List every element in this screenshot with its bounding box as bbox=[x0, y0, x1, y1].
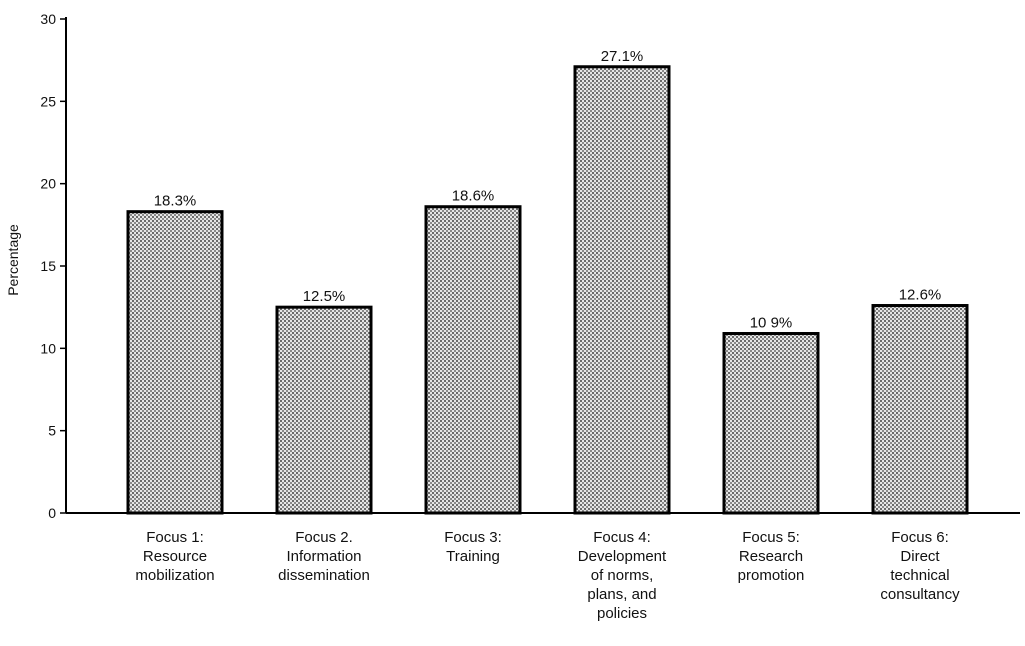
x-category-label: Focus 5: Research promotion bbox=[738, 529, 805, 584]
y-tick-label: 10 bbox=[40, 340, 56, 356]
x-category-label-line: dissemination bbox=[278, 567, 370, 584]
bar-series bbox=[126, 65, 969, 515]
x-category-label-line: Focus 5: bbox=[742, 529, 800, 546]
y-tick-label: 15 bbox=[40, 258, 56, 274]
y-tick-label: 30 bbox=[40, 11, 56, 27]
x-category-label-line: policies bbox=[597, 605, 647, 622]
x-category-label-line: consultancy bbox=[880, 586, 960, 603]
x-category-label: Focus 4: Development of norms, plans, and po… bbox=[578, 529, 667, 622]
x-category-label-line: Focus 2. bbox=[295, 529, 353, 546]
x-category-label-line: Resource bbox=[143, 548, 207, 565]
bar bbox=[275, 305, 373, 515]
x-category-label-line: Focus 4: bbox=[593, 529, 651, 546]
x-category-label: Focus 1: Resource mobilization bbox=[135, 529, 214, 584]
x-category-label-line: Focus 1: bbox=[146, 529, 204, 546]
x-category-label-line: Research bbox=[739, 548, 803, 565]
bar bbox=[722, 332, 820, 515]
x-category-label-line: Direct bbox=[900, 548, 940, 565]
x-category-label-line: Information bbox=[286, 548, 361, 565]
category-labels: Focus 1: Resource mobilization Focus 2. Info… bbox=[135, 529, 960, 622]
y-tick-label: 5 bbox=[48, 423, 56, 439]
bar-value-label: 10 9% bbox=[750, 315, 793, 332]
x-category-label-line: mobilization bbox=[135, 567, 214, 584]
y-tick-label: 0 bbox=[48, 505, 56, 521]
x-category-label: Focus 3: Training bbox=[444, 529, 502, 565]
bar-value-label: 12.5% bbox=[303, 288, 346, 305]
bar-value-label: 18.6% bbox=[452, 188, 495, 205]
bar-value-label: 12.6% bbox=[899, 287, 942, 304]
bar bbox=[871, 304, 969, 515]
x-category-label-line: technical bbox=[890, 567, 949, 584]
bar bbox=[424, 205, 522, 515]
x-category-label-line: plans, and bbox=[587, 586, 656, 603]
x-category-label-line: promotion bbox=[738, 567, 805, 584]
x-category-label-line: Focus 6: bbox=[891, 529, 949, 546]
bar-value-label: 18.3% bbox=[154, 193, 197, 210]
bar-value-labels: 18.3% 12.5% 18.6% 27.1% 10 9% 12.6% bbox=[154, 48, 942, 332]
x-category-label-line: Training bbox=[446, 548, 500, 565]
x-category-label: Focus 6: Direct technical consultancy bbox=[880, 529, 960, 603]
y-axis-ticks: 0 5 10 15 20 25 30 bbox=[40, 11, 66, 521]
bar bbox=[573, 65, 671, 515]
x-category-label: Focus 2. Information dissemination bbox=[278, 529, 370, 584]
y-tick-label: 25 bbox=[40, 93, 56, 109]
bar-value-label: 27.1% bbox=[601, 48, 644, 65]
x-category-label-line: of norms, bbox=[591, 567, 654, 584]
x-category-label-line: Development bbox=[578, 548, 667, 565]
y-tick-label: 20 bbox=[40, 176, 56, 192]
bar bbox=[126, 210, 224, 515]
x-category-label-line: Focus 3: bbox=[444, 529, 502, 546]
y-axis-title: Percentage bbox=[5, 224, 21, 296]
